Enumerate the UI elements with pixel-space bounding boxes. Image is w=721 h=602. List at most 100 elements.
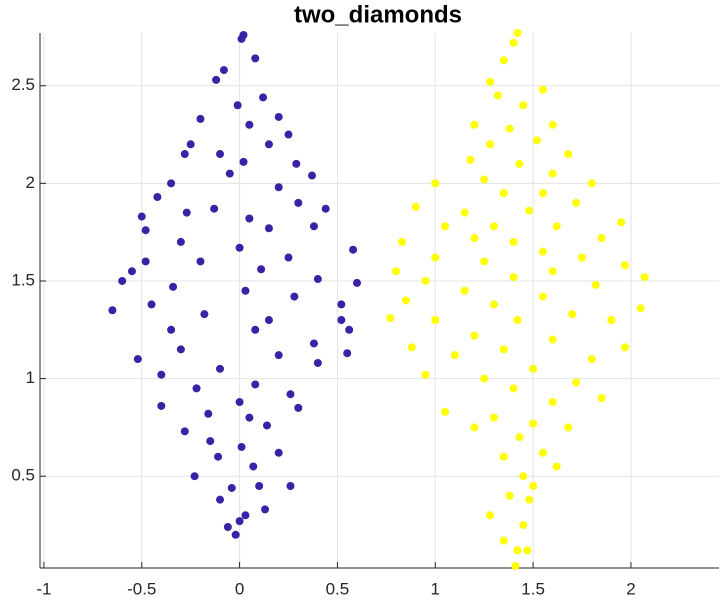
point [513,546,522,555]
point [515,433,524,442]
point [214,452,223,461]
x-tick-label: 1 [431,579,440,598]
point [294,403,303,412]
point [259,93,268,102]
point [343,349,352,358]
point [486,511,495,520]
point [548,398,557,407]
point [572,378,581,387]
point [480,257,489,266]
point [233,101,242,110]
point [470,423,479,432]
point [431,253,440,262]
point [216,495,225,504]
point [352,278,361,287]
point [421,276,430,285]
point [307,171,316,180]
point [578,253,587,262]
x-tick-label: -1 [36,579,51,598]
point [411,202,420,211]
point [235,243,244,252]
point [286,481,295,490]
point [157,370,166,379]
point [509,237,518,246]
point [519,521,528,530]
point [321,204,330,213]
point [470,331,479,340]
point [597,234,606,243]
point [441,222,450,231]
point [617,218,626,227]
point [480,175,489,184]
point [137,212,146,221]
point [313,275,322,284]
point [127,267,136,276]
point [286,390,295,399]
point [219,66,228,75]
point [153,193,162,202]
point [241,511,250,520]
point [392,267,401,276]
point [607,316,616,325]
point [274,351,283,360]
point [450,351,459,360]
point [245,120,254,129]
x-tick-label: 2 [626,579,635,598]
point [470,120,479,129]
point [591,280,600,289]
point [249,462,258,471]
point [509,273,518,282]
point [529,481,538,490]
point [274,183,283,192]
point [587,179,596,188]
point [274,112,283,121]
point [235,517,244,526]
point [470,234,479,243]
point [513,29,522,37]
point [636,304,645,313]
point [133,355,142,364]
point [529,419,538,428]
point [176,345,185,354]
point [499,345,508,354]
point [290,292,299,301]
y-tick-label: 0.5 [11,466,35,485]
point [505,124,514,133]
point [489,413,498,422]
point [538,448,547,457]
y-tick-label: 2 [26,173,35,192]
point [499,536,508,545]
point [225,169,234,178]
point [169,282,178,291]
point [431,179,440,188]
point [180,150,189,159]
point [538,247,547,256]
point [239,157,248,166]
point [489,300,498,309]
point [337,316,346,325]
point [493,91,502,100]
point [401,296,410,305]
point [141,257,150,266]
point [523,546,532,555]
point [552,222,561,231]
point [441,407,450,416]
point [386,314,395,323]
point [621,261,630,270]
point [529,364,538,373]
point [621,343,630,352]
point [309,339,318,348]
point [157,401,166,410]
point [206,437,215,446]
point [190,472,199,481]
point [548,267,557,276]
point [245,214,254,223]
point [292,159,301,168]
point [237,34,246,43]
point [511,562,520,571]
point [538,292,547,301]
point [192,384,201,393]
point [186,140,195,149]
y-tick-label: 1 [26,368,35,387]
